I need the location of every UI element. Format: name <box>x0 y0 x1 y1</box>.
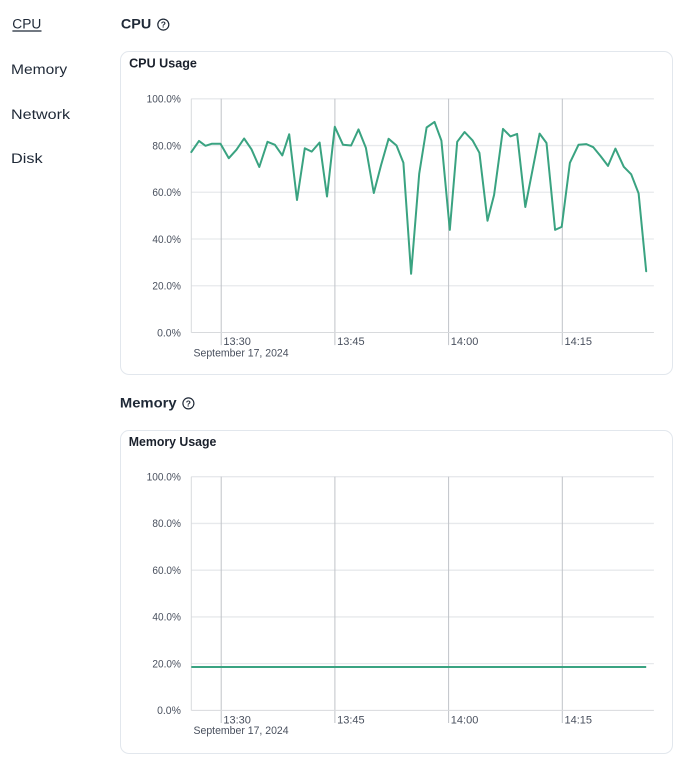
svg-text:100.0%: 100.0% <box>147 472 181 484</box>
svg-text:13:30: 13:30 <box>223 336 251 348</box>
svg-text:100.0%: 100.0% <box>147 94 181 106</box>
svg-text:September 17, 2024: September 17, 2024 <box>194 347 289 359</box>
svg-text:80.0%: 80.0% <box>152 140 181 152</box>
svg-text:60.0%: 60.0% <box>152 187 181 199</box>
svg-text:CPU: CPU <box>121 17 151 32</box>
svg-text:Network: Network <box>11 107 70 122</box>
svg-text:40.0%: 40.0% <box>152 612 181 624</box>
svg-text:20.0%: 20.0% <box>152 281 181 293</box>
svg-text:20.0%: 20.0% <box>152 659 181 671</box>
svg-text:Memory Usage: Memory Usage <box>129 434 217 449</box>
svg-text:13:30: 13:30 <box>223 715 251 727</box>
svg-text:0.0%: 0.0% <box>157 327 181 339</box>
svg-text:13:45: 13:45 <box>337 336 365 348</box>
svg-text:?: ? <box>161 20 166 30</box>
svg-text:14:00: 14:00 <box>451 715 479 727</box>
svg-text:Memory: Memory <box>11 62 67 77</box>
svg-text:80.0%: 80.0% <box>152 518 181 530</box>
svg-text:Disk: Disk <box>11 151 43 166</box>
svg-text:13:45: 13:45 <box>337 715 365 727</box>
svg-text:60.0%: 60.0% <box>152 565 181 577</box>
svg-text:14:15: 14:15 <box>565 715 593 727</box>
svg-text:0.0%: 0.0% <box>157 705 181 717</box>
svg-text:14:00: 14:00 <box>451 336 479 348</box>
svg-text:CPU Usage: CPU Usage <box>129 56 197 71</box>
svg-text:?: ? <box>186 399 191 409</box>
svg-text:40.0%: 40.0% <box>152 234 181 246</box>
svg-text:September 17, 2024: September 17, 2024 <box>194 725 289 737</box>
svg-text:CPU: CPU <box>12 17 41 32</box>
svg-text:14:15: 14:15 <box>565 336 593 348</box>
svg-text:Memory: Memory <box>120 395 177 410</box>
